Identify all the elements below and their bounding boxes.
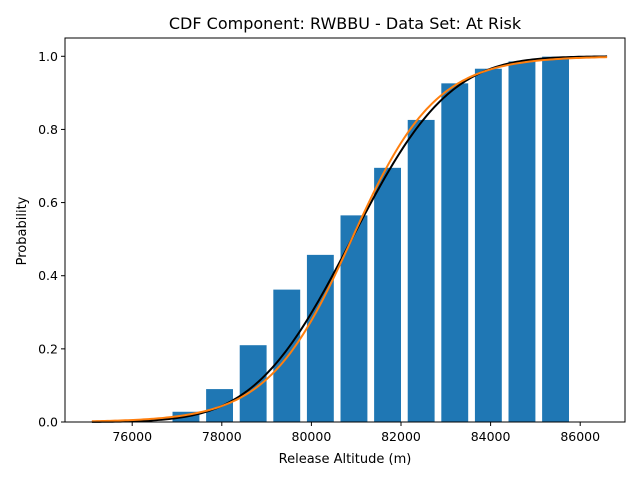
y-tick-label: 1.0 bbox=[38, 49, 58, 64]
bar-2 bbox=[206, 389, 233, 422]
bar-11 bbox=[508, 61, 536, 422]
x-tick-label: 78000 bbox=[202, 429, 242, 444]
bar-7 bbox=[374, 167, 401, 422]
y-tick-label: 0.6 bbox=[38, 195, 58, 210]
bar-8 bbox=[407, 119, 435, 423]
bar-6 bbox=[340, 215, 368, 422]
bar-4 bbox=[273, 289, 301, 422]
chart-title: CDF Component: RWBBU - Data Set: At Risk bbox=[169, 14, 522, 33]
x-tick-label: 86000 bbox=[560, 429, 600, 444]
x-axis-label: Release Altitude (m) bbox=[279, 452, 412, 467]
bar-10 bbox=[474, 68, 502, 422]
bar-12 bbox=[542, 56, 569, 423]
y-tick-label: 0.0 bbox=[38, 415, 58, 430]
y-axis-label: Probability bbox=[15, 196, 30, 265]
plot-area: 76000 78000 80000 82000 84000 86000 0.0 0.2 0.4 0… bbox=[38, 37, 626, 444]
axes-frame bbox=[64, 37, 626, 423]
x-tick-label: 80000 bbox=[292, 429, 332, 444]
y-tick-label: 0.8 bbox=[38, 122, 58, 137]
y-tick-label: 0.4 bbox=[38, 268, 58, 283]
y-tick-label: 0.2 bbox=[38, 341, 58, 356]
x-tick-label: 84000 bbox=[471, 429, 511, 444]
x-tick-label: 82000 bbox=[381, 429, 421, 444]
cdf-curve-logistic bbox=[91, 56, 608, 423]
bar-9 bbox=[441, 83, 469, 422]
x-tick-label: 76000 bbox=[112, 429, 152, 444]
